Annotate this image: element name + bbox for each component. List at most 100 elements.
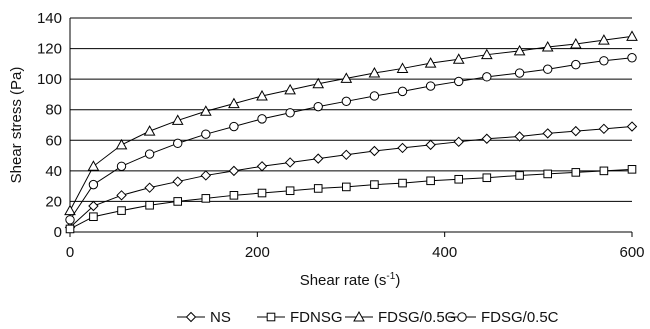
data-point (286, 109, 294, 117)
data-point (173, 177, 182, 186)
data-point (600, 167, 608, 175)
data-point (515, 132, 524, 141)
legend-entry: FDNSG (257, 309, 343, 326)
data-point (65, 206, 75, 215)
y-tick-label: 60 (45, 132, 62, 149)
legend-entry: NS (177, 309, 231, 326)
data-point (572, 169, 580, 177)
y-tick-label: 100 (37, 71, 62, 88)
legend-marker (267, 313, 275, 321)
data-point (117, 191, 126, 200)
data-point (398, 143, 407, 152)
data-point (544, 170, 552, 178)
data-point (314, 102, 322, 110)
data-point (628, 122, 637, 131)
x-tick-labels: 0 200 400 600 (66, 244, 645, 261)
x-axis-title: Shear rate (s-1) (300, 271, 401, 289)
y-tick-label: 20 (45, 193, 62, 210)
data-point (544, 65, 552, 73)
legend-label: NS (210, 309, 231, 326)
data-point (482, 134, 491, 143)
data-point (427, 177, 435, 185)
y-tick-label: 140 (37, 10, 62, 27)
y-tick-labels: 0 20 40 60 80 100 120 140 (37, 10, 62, 241)
data-point (314, 154, 323, 163)
data-point (627, 31, 637, 40)
x-tick-label: 0 (66, 244, 74, 261)
legend-label: FDSG/0.5C (481, 309, 559, 326)
data-point (516, 172, 524, 180)
data-point (370, 92, 378, 100)
data-point (174, 198, 182, 206)
x-tick-label: 200 (245, 244, 270, 261)
data-point (230, 192, 238, 200)
data-point (454, 137, 463, 146)
x-axis-title-close: ) (395, 272, 400, 289)
legend-marker (187, 313, 196, 322)
data-point (117, 140, 127, 149)
data-point (145, 126, 155, 135)
data-point (174, 139, 182, 147)
data-point (201, 171, 210, 180)
data-point (88, 161, 98, 170)
data-point (455, 175, 463, 183)
data-point (202, 195, 210, 203)
series-FDNSG (66, 166, 636, 233)
y-axis-title: Shear stress (Pa) (8, 67, 25, 184)
data-point (173, 115, 183, 124)
data-point (399, 179, 407, 187)
y-tick-label: 0 (54, 224, 62, 241)
series-line (70, 36, 632, 210)
data-point (229, 166, 238, 175)
x-tick-label: 600 (619, 244, 644, 261)
data-point (342, 97, 350, 105)
legend-label: FDSG/0.5G (378, 309, 456, 326)
data-point (426, 140, 435, 149)
x-tick-label: 400 (432, 244, 457, 261)
y-tick-label: 40 (45, 163, 62, 180)
data-point (66, 225, 74, 233)
data-point (628, 166, 636, 174)
data-point (600, 57, 608, 65)
data-point (286, 158, 295, 167)
data-point (370, 146, 379, 155)
data-point (483, 73, 491, 81)
data-point (398, 87, 406, 95)
data-point (572, 60, 580, 68)
y-tick-label: 120 (37, 41, 62, 58)
series-line (70, 169, 632, 229)
legend-entry: FDSG/0.5G (345, 309, 456, 326)
x-axis-title-main: Shear rate (s (300, 272, 387, 289)
legend-label: FDNSG (290, 309, 343, 326)
data-point (118, 207, 126, 215)
data-point (258, 189, 266, 197)
data-point (230, 122, 238, 130)
legend: NS FDNSG FDSG/0.5G FDSG/0.5C (177, 309, 559, 326)
data-point (90, 213, 98, 221)
legend-marker (458, 313, 466, 321)
data-point (202, 130, 210, 138)
data-point (483, 174, 491, 182)
data-point (515, 69, 523, 77)
data-point (426, 82, 434, 90)
data-point (145, 183, 154, 192)
data-point (543, 129, 552, 138)
data-point (628, 54, 636, 62)
plot-series (65, 31, 637, 232)
data-point (66, 216, 74, 224)
y-tick-label: 80 (45, 102, 62, 119)
data-point (146, 201, 154, 209)
data-point (371, 181, 379, 189)
data-point (342, 150, 351, 159)
data-point (145, 150, 153, 158)
legend-entry: FDSG/0.5C (448, 309, 559, 326)
data-point (571, 127, 580, 136)
data-point (455, 77, 463, 85)
data-point (258, 115, 266, 123)
data-point (258, 162, 267, 171)
data-point (286, 187, 294, 195)
data-point (599, 124, 608, 133)
data-point (89, 180, 97, 188)
data-point (117, 162, 125, 170)
